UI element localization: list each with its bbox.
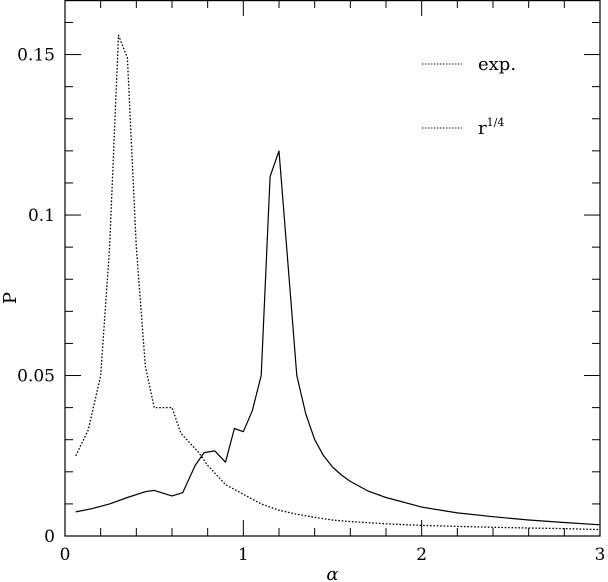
y-axis-ticks: 0 0.05 0.1 0.15	[17, 21, 600, 547]
y-tick-label: 0.15	[17, 46, 55, 66]
x-tick-label: 3	[595, 545, 606, 565]
y-tick-label: 0	[44, 527, 55, 547]
y-tick-label: 0.1	[28, 206, 55, 226]
legend-label-r14-sup: 1/4	[487, 116, 505, 129]
legend-label-r14: r1/4	[478, 116, 504, 139]
plot-frame	[64, 0, 601, 537]
legend: exp. r1/4	[422, 54, 516, 139]
y-axis-label: P	[0, 292, 21, 304]
x-tick-label: 0	[60, 545, 71, 565]
x-tick-label: 1	[238, 545, 249, 565]
x-axis-label: α	[326, 564, 338, 582]
series-layer	[75, 34, 601, 531]
legend-label-r14-base: r	[478, 118, 487, 139]
x-axis-ticks: 0 1 2 3	[60, 0, 606, 565]
legend-label-exp: exp.	[478, 54, 516, 75]
x-tick-label: 2	[416, 545, 427, 565]
y-tick-label: 0.05	[17, 367, 55, 387]
series-line-r14	[75, 150, 601, 526]
series-line-exp	[75, 34, 601, 531]
